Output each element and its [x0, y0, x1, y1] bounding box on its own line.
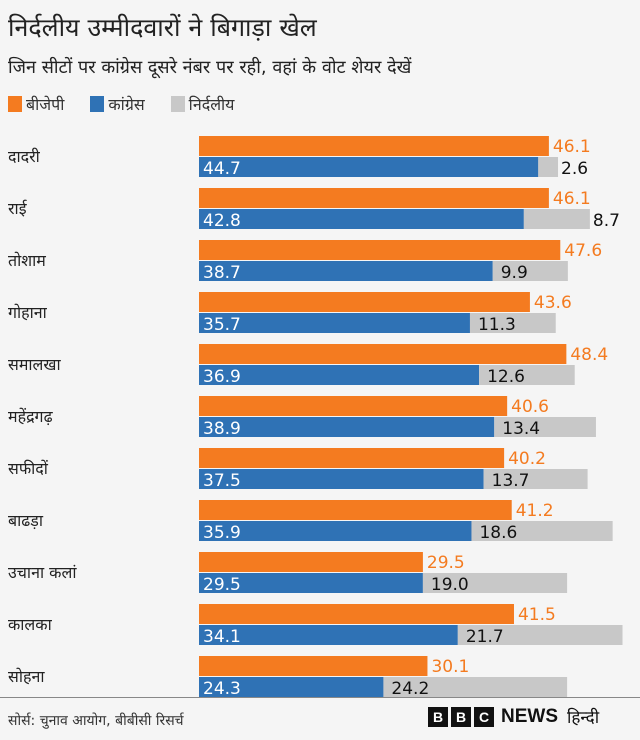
- data-label-congress: 37.5: [203, 471, 241, 491]
- bar-independent: [469, 313, 556, 333]
- data-label-independent: 9.9: [501, 263, 528, 283]
- bar-congress: [199, 677, 384, 697]
- data-label-congress: 38.9: [203, 419, 241, 439]
- data-label-independent: 19.0: [431, 575, 469, 595]
- bar-congress: [199, 365, 480, 385]
- bar-congress: [199, 261, 493, 281]
- data-label-independent: 21.7: [466, 627, 504, 647]
- bar-bjp: [199, 292, 530, 312]
- bar-independent: [457, 625, 623, 645]
- data-label-bjp: 48.4: [570, 345, 608, 365]
- logo-news: NEWS: [501, 705, 558, 727]
- data-label-independent: 11.3: [478, 315, 516, 335]
- bar-independent: [538, 157, 559, 177]
- bar-bjp: [199, 448, 505, 468]
- category-label: दादरी: [8, 147, 41, 166]
- bar-bjp: [199, 136, 549, 156]
- data-label-congress: 44.7: [203, 159, 241, 179]
- data-label-congress: 42.8: [203, 211, 241, 231]
- data-label-bjp: 40.6: [511, 397, 549, 417]
- bar-congress: [199, 417, 495, 437]
- data-label-congress: 35.7: [203, 315, 241, 335]
- data-label-congress: 38.7: [203, 263, 241, 283]
- legend-label: निर्दलीय: [188, 95, 235, 114]
- data-label-independent: 24.2: [391, 679, 429, 699]
- bar-bjp: [199, 396, 508, 416]
- bar-bjp: [199, 656, 428, 676]
- legend-item-bjp: बीजेपी: [8, 93, 64, 115]
- divider: [0, 697, 640, 698]
- chart-title: निर्दलीय उम्मीदवारों ने बिगाड़ा खेल: [8, 13, 317, 42]
- bar-congress: [199, 625, 458, 645]
- legend-item-independent: निर्दलीय: [170, 93, 235, 115]
- data-label-bjp: 46.1: [553, 189, 591, 209]
- data-label-bjp: 46.1: [553, 137, 591, 157]
- bar-bjp: [199, 500, 512, 520]
- bar-independent: [422, 573, 568, 593]
- bar-independent: [492, 261, 568, 281]
- bar-bjp: [199, 604, 514, 624]
- bar-congress: [199, 313, 470, 333]
- logo-letter: C: [474, 706, 494, 727]
- category-label: गोहाना: [8, 303, 48, 322]
- legend: बीजेपी कांग्रेस निर्दलीय: [8, 93, 234, 115]
- data-label-bjp: 41.5: [518, 605, 556, 625]
- bar-independent: [494, 417, 596, 437]
- data-label-congress: 35.9: [203, 523, 241, 543]
- category-label: बाढड़ा: [8, 511, 44, 530]
- bar-independent: [471, 521, 613, 541]
- data-label-independent: 12.6: [487, 367, 525, 387]
- bar-congress: [199, 573, 423, 593]
- data-label-bjp: 41.2: [516, 501, 554, 521]
- data-label-congress: 29.5: [203, 575, 241, 595]
- legend-item-congress: कांग्रेस: [90, 93, 145, 115]
- bar-bjp: [199, 344, 567, 364]
- bar-independent: [479, 365, 575, 385]
- legend-swatch: [8, 96, 22, 112]
- data-label-congress: 34.1: [203, 627, 241, 647]
- bar-independent: [483, 469, 588, 489]
- bar-bjp: [199, 240, 561, 260]
- data-label-independent: 8.7: [593, 211, 620, 231]
- legend-label: बीजेपी: [26, 95, 65, 114]
- bar-chart: दादरी 46.1 44.7 2.6 राई 46.1 42.8 8.7 तोशाम 47.6 3…: [8, 136, 623, 699]
- category-label: कालका: [8, 615, 53, 634]
- data-label-independent: 13.7: [492, 471, 530, 491]
- data-label-independent: 13.4: [502, 419, 540, 439]
- bar-independent: [523, 209, 590, 229]
- bar-bjp: [199, 552, 423, 572]
- logo-hindi: हिन्दी: [567, 708, 600, 728]
- source-note: सोर्स: चुनाव आयोग, बीबीसी रिसर्च: [8, 713, 184, 729]
- category-label: सफीदों: [8, 459, 49, 478]
- logo-letter: B: [428, 706, 448, 727]
- data-label-bjp: 30.1: [431, 657, 469, 677]
- data-label-congress: 36.9: [203, 367, 241, 387]
- data-label-bjp: 43.6: [534, 293, 572, 313]
- bar-bjp: [199, 188, 549, 208]
- category-label: महेंद्रगढ़: [8, 407, 54, 426]
- bar-congress: [199, 521, 472, 541]
- bar-congress: [199, 157, 539, 177]
- data-label-bjp: 47.6: [564, 241, 602, 261]
- data-label-independent: 18.6: [479, 523, 517, 543]
- category-label: तोशाम: [8, 251, 46, 270]
- bbc-news-hindi-logo: B B C NEWS हिन्दी: [428, 705, 599, 728]
- data-label-bjp: 40.2: [508, 449, 546, 469]
- category-label: राई: [8, 199, 28, 218]
- category-label: समालखा: [8, 355, 61, 374]
- logo-letter: B: [451, 706, 471, 727]
- bar-congress: [199, 209, 524, 229]
- legend-swatch: [170, 96, 185, 112]
- data-label-independent: 2.6: [561, 159, 588, 179]
- bar-congress: [199, 469, 484, 489]
- category-label: सोहना: [8, 667, 45, 686]
- legend-swatch: [90, 96, 105, 112]
- data-label-congress: 24.3: [203, 679, 241, 699]
- category-label: उचाना कलां: [8, 563, 77, 582]
- chart-subtitle: जिन सीटों पर कांग्रेस दूसरे नंबर पर रही,…: [8, 57, 412, 78]
- bar-independent: [383, 677, 568, 697]
- data-label-bjp: 29.5: [427, 553, 465, 573]
- legend-label: कांग्रेस: [108, 95, 145, 114]
